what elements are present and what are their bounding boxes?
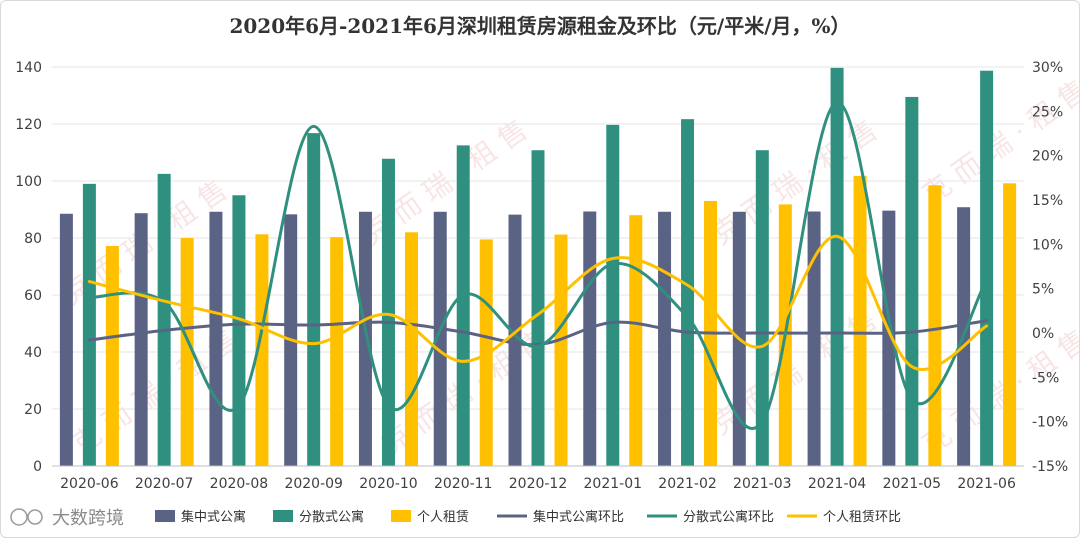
x-tick-label: 2021-04 <box>808 476 867 492</box>
x-tick-label: 2020-07 <box>135 476 194 492</box>
bar-2 <box>157 173 171 466</box>
line-series-2 <box>87 100 989 430</box>
y-right-tick-label: -15% <box>1032 459 1068 475</box>
bar-1 <box>433 211 447 466</box>
y-right-tick-label: 0% <box>1032 326 1054 342</box>
bar-2 <box>82 183 96 466</box>
y-left-tick-label: 60 <box>24 288 42 304</box>
legend-label: 分散式公寓 <box>299 509 364 525</box>
source-logo-icon <box>10 508 28 526</box>
bar-1 <box>358 211 372 466</box>
line-series-1 <box>87 319 989 347</box>
chart-title: 2020年6月-2021年6月深圳租赁房源租金及环比（元/平米/月，%） <box>229 14 850 38</box>
x-tick-label: 2021-06 <box>957 476 1016 492</box>
y-left-tick-label: 20 <box>24 402 42 418</box>
bar-1 <box>807 211 821 466</box>
legend: 集中式公寓 分散式公寓 个人租赁 集中式公寓环比 分散式公寓环比 个人租赁环比 <box>155 509 901 525</box>
bar-2 <box>381 158 395 466</box>
bar-3 <box>255 234 269 466</box>
source-label: 大数跨境 <box>52 508 124 529</box>
y-right-tick-label: 30% <box>1032 60 1063 76</box>
bar-1 <box>658 211 672 466</box>
bar-3 <box>853 175 867 466</box>
x-tick-label: 2020-08 <box>210 476 269 492</box>
x-tick-label: 2020-11 <box>434 476 493 492</box>
line-series-3 <box>87 234 989 371</box>
y-right-tick-label: -5% <box>1032 370 1059 386</box>
bar-3 <box>105 245 119 466</box>
bar-3 <box>629 215 643 466</box>
y-left-tick-label: 140 <box>15 60 42 76</box>
y-right-tick-label: 5% <box>1032 282 1054 298</box>
y-left-tick-label: 120 <box>15 117 42 133</box>
legend-label: 集中式公寓环比 <box>533 509 624 525</box>
x-tick-label: 2021-03 <box>733 476 792 492</box>
y-left-tick-label: 40 <box>24 345 42 361</box>
bar-1 <box>134 213 148 466</box>
bar-2 <box>232 195 246 466</box>
bar-3 <box>554 234 568 466</box>
source-logo-icon-2 <box>27 509 43 525</box>
y-left-tick-label: 100 <box>15 174 42 190</box>
bar-2 <box>606 124 620 466</box>
bar-3 <box>330 237 344 466</box>
bar-1 <box>209 211 223 466</box>
x-tick-label: 2020-09 <box>284 476 343 492</box>
legend-swatch <box>273 510 293 522</box>
y-right-tick-label: -10% <box>1032 415 1068 431</box>
bar-1 <box>59 213 73 466</box>
bar-1 <box>508 214 522 466</box>
y-right-tick-label: 25% <box>1032 104 1063 120</box>
legend-swatch <box>155 510 175 522</box>
axes-layer: 0 20 40 60 80 100 120 140 -15% -10% -5% 0% 5% 10% 15% 2… <box>15 60 1068 492</box>
y-right-tick-label: 15% <box>1032 193 1063 209</box>
legend-label: 分散式公寓环比 <box>683 509 774 525</box>
x-tick-label: 2021-01 <box>584 476 643 492</box>
legend-label: 个人租赁 <box>417 510 469 525</box>
legend-label: 集中式公寓 <box>181 509 246 525</box>
bar-3 <box>404 232 418 466</box>
y-right-tick-label: 20% <box>1032 149 1063 165</box>
legend-label: 个人租赁环比 <box>823 510 901 525</box>
x-tick-label: 2021-05 <box>883 476 942 492</box>
bar-2 <box>307 133 321 466</box>
x-tick-label: 2020-06 <box>60 476 119 492</box>
y-right-tick-label: 10% <box>1032 237 1063 253</box>
bar-1 <box>583 211 597 466</box>
bar-2 <box>755 150 769 466</box>
bar-3 <box>928 185 942 466</box>
x-tick-label: 2020-10 <box>359 476 418 492</box>
line-layer <box>87 100 989 430</box>
bar-2 <box>456 145 470 466</box>
source-logo: 大数跨境 <box>10 508 124 529</box>
bar-2 <box>681 119 695 466</box>
bar-layer <box>59 67 1017 467</box>
legend-swatch <box>391 510 411 522</box>
x-tick-label: 2021-02 <box>658 476 717 492</box>
bar-2 <box>830 67 844 466</box>
y-left-tick-label: 80 <box>24 231 42 247</box>
bar-2 <box>531 150 545 466</box>
bar-2 <box>980 70 994 466</box>
bar-3 <box>1003 183 1017 466</box>
bar-2 <box>905 96 919 467</box>
y-left-tick-label: 0 <box>33 459 42 475</box>
bar-1 <box>882 210 896 466</box>
x-tick-label: 2020-12 <box>509 476 568 492</box>
bar-3 <box>180 238 194 466</box>
